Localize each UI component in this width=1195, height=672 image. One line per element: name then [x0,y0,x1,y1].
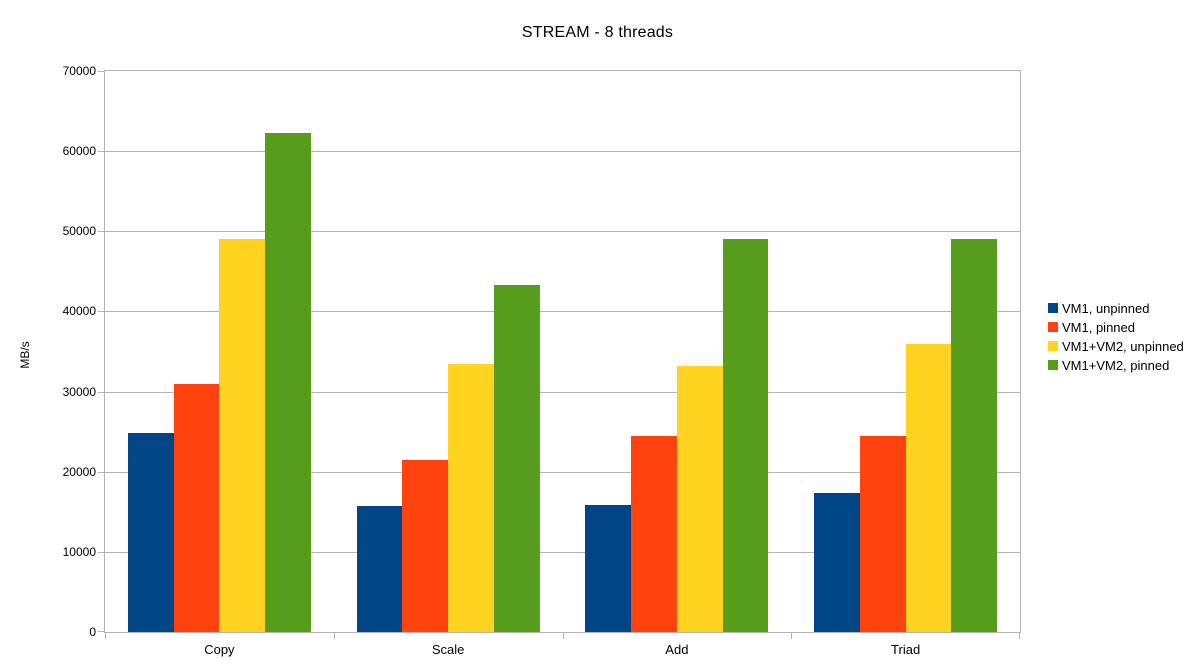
gridline [105,231,1020,233]
y-axis-title: MB/s [18,341,32,369]
y-tick-mark [98,311,105,313]
plot-area [98,70,1021,639]
legend-label: VM1+VM2, unpinned [1062,338,1184,354]
bar-add-1 [585,504,632,632]
legend-label: VM1+VM2, pinned [1062,357,1170,373]
x-tick-mark [562,632,564,639]
x-tick-label: Scale [431,642,465,657]
legend: VM1, unpinned VM1, pinned VM1+VM2, unpinne… [1048,300,1184,373]
bar-copy-4 [265,132,311,632]
legend-label: VM1, pinned [1062,319,1135,335]
gridline [105,391,1020,393]
y-tick-mark [98,231,105,233]
y-tick-label: 30000 [62,384,96,399]
legend-item-4: VM1+VM2, pinned [1048,357,1184,373]
y-tick-mark [98,471,105,473]
legend-label: VM1, unpinned [1062,300,1150,316]
bar-add-3 [676,365,723,632]
y-tick-label: 20000 [62,464,96,479]
gridline [105,151,1020,153]
bar-triad-1 [814,492,860,632]
gridline [105,311,1020,313]
gridline [105,551,1020,553]
bar-add-2 [631,436,677,632]
bar-scale-3 [448,364,494,632]
bar-triad-4 [951,239,998,632]
legend-item-1: VM1, unpinned [1048,300,1184,316]
y-tick-mark [98,151,105,153]
legend-item-2: VM1, pinned [1048,319,1184,335]
y-tick-label: 0 [89,625,96,639]
y-tick-label: 70000 [62,64,96,78]
bar-triad-3 [905,344,952,632]
x-tick-mark [105,632,106,639]
legend-swatch-icon [1048,341,1058,351]
bar-copy-1 [127,433,174,632]
x-tick-mark [333,632,335,639]
bar-scale-2 [402,459,449,632]
x-tick-label: Triad [891,642,921,657]
y-tick-mark [98,71,105,72]
bar-add-4 [722,239,769,632]
bar-copy-3 [219,238,266,632]
legend-item-3: VM1+VM2, unpinned [1048,338,1184,354]
y-tick-mark [98,551,105,553]
y-tick-label: 60000 [62,144,96,159]
y-tick-label: 40000 [62,304,96,319]
bar-triad-2 [859,436,906,632]
y-tick-label: 50000 [62,224,96,239]
chart-title: STREAM - 8 threads [521,24,674,41]
x-tick-label: Add [665,642,689,657]
x-tick-mark [1019,632,1020,639]
y-tick-mark [98,391,105,393]
legend-swatch-icon [1048,303,1058,313]
bar-copy-2 [173,383,220,632]
bar-scale-1 [356,506,403,632]
x-tick-mark [791,632,793,639]
y-tick-mark [98,631,105,632]
gridline [105,471,1020,473]
legend-swatch-icon [1048,322,1058,332]
legend-swatch-icon [1048,360,1058,370]
y-tick-label: 10000 [62,544,96,559]
bar-scale-4 [493,284,540,632]
x-tick-label: Copy [204,642,235,657]
